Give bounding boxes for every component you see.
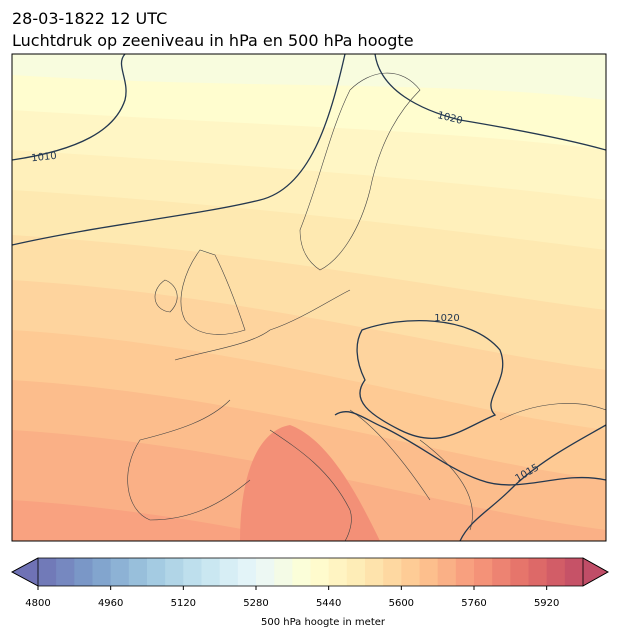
colorbar-cell <box>165 558 184 586</box>
colorbar-cell <box>147 558 166 586</box>
coastline <box>154 279 178 313</box>
height-field <box>12 54 606 541</box>
colorbar-cell <box>56 558 75 586</box>
colorbar-cell <box>510 558 529 586</box>
coastline <box>299 72 421 271</box>
colorbar-tick-label: 4960 <box>98 598 123 609</box>
colorbar-cell <box>110 558 130 586</box>
colorbar-tick-label: 4800 <box>25 598 50 609</box>
colorbar-cell <box>201 558 221 586</box>
isobar <box>459 424 606 541</box>
colorbar-cell <box>237 558 257 586</box>
map-frame <box>11 53 607 542</box>
colorbar-cell <box>274 558 293 586</box>
contour-label: 1010 <box>31 151 57 165</box>
isobar <box>374 54 606 151</box>
colorbar-cell <box>128 558 148 586</box>
colorbar-cell <box>455 558 475 586</box>
colorbar-cell <box>437 558 457 586</box>
height-band <box>12 54 606 100</box>
height-band <box>240 425 380 541</box>
colorbar-tick-label: 5280 <box>243 598 268 609</box>
colorbar-cell <box>92 558 112 586</box>
colorbar-cell <box>419 558 439 586</box>
colorbar-tick-label: 5920 <box>534 598 559 609</box>
colorbar-cell <box>183 558 202 586</box>
colorbar-cell <box>365 558 384 586</box>
colorbar-cell <box>401 558 420 586</box>
colorbar-cell <box>219 558 239 586</box>
isobar <box>12 54 127 161</box>
colorbar-cell <box>310 558 330 586</box>
colorbar-cell <box>474 558 493 586</box>
contour-label: 1020 <box>434 313 459 324</box>
date-title: 28-03-1822 12 UTC <box>12 9 167 28</box>
colorbar-tick-label: 5120 <box>171 598 196 609</box>
colorbar: 4800 4960 5120 5280 5440 5600 5760 5920 <box>11 557 609 609</box>
colorbar-cell <box>346 558 366 586</box>
colorbar-cell <box>528 558 548 586</box>
isobar <box>334 411 606 486</box>
coastline <box>127 289 606 541</box>
colorbar-label: 500 hPa hoogte in meter <box>261 617 386 628</box>
colorbar-frame <box>11 557 609 587</box>
colorbar-cell <box>74 558 93 586</box>
colorbar-extend <box>582 557 609 587</box>
colorbar-cell <box>492 558 511 586</box>
coastlines <box>127 72 606 541</box>
colorbar-cell <box>38 558 57 586</box>
colorbar-cell <box>546 558 566 586</box>
coastline <box>180 249 246 335</box>
colorbar-tick-label: 5600 <box>389 598 414 609</box>
colorbar-cell <box>292 558 311 586</box>
main-title: Luchtdruk op zeeniveau in hPa en 500 hPa… <box>12 31 414 50</box>
colorbar-extend <box>11 557 39 587</box>
colorbar-cell <box>256 558 275 586</box>
colorbar-tick-label: 5760 <box>461 598 486 609</box>
colorbar-cell <box>383 558 402 586</box>
colorbar-cell <box>564 558 584 586</box>
colorbar-tick-label: 5440 <box>316 598 341 609</box>
colorbar-cell <box>328 558 348 586</box>
isobar <box>356 320 504 440</box>
isobar <box>12 54 346 246</box>
isobars <box>12 54 606 541</box>
